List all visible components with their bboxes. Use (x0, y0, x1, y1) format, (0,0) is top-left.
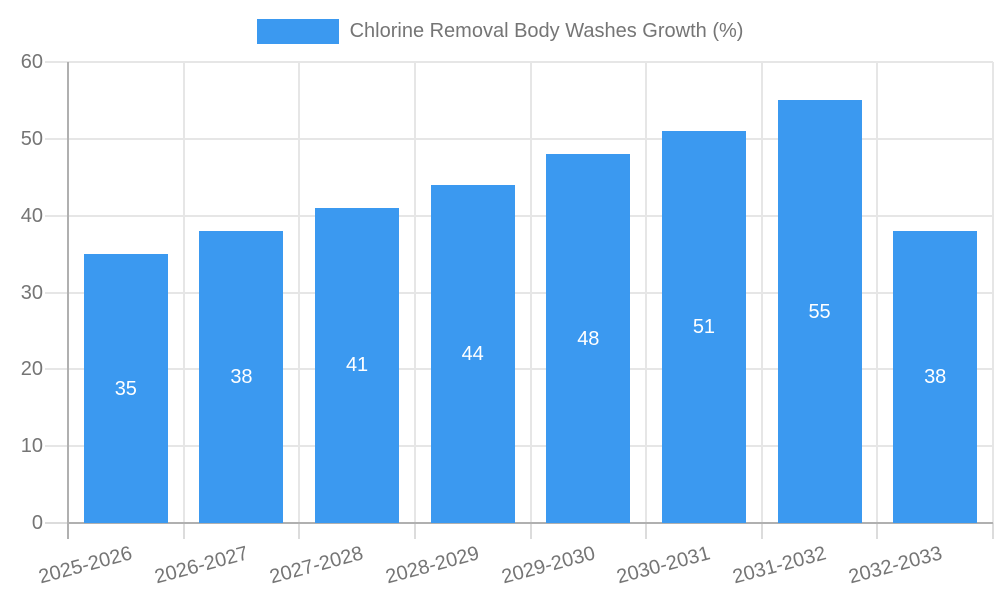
legend-label: Chlorine Removal Body Washes Growth (%) (349, 19, 744, 42)
y-axis-label: 0 (31, 512, 43, 534)
x-axis-label: 2025-2026 (36, 542, 135, 589)
gridline-vertical (645, 62, 648, 523)
y-axis-label: 50 (20, 127, 43, 150)
bar-value-label: 48 (577, 327, 600, 350)
gridline-horizontal (45, 61, 993, 63)
y-axis-label: 10 (20, 435, 43, 458)
y-axis-line (67, 62, 69, 539)
bar-2029-2030[interactable] (546, 154, 631, 523)
gridline-vertical (182, 62, 185, 523)
gridline-vertical (992, 62, 994, 523)
bar-value-label: 51 (692, 316, 716, 339)
gridline-horizontal (45, 214, 993, 217)
gridline-vertical (413, 62, 416, 523)
y-axis-tick (45, 522, 68, 524)
gridline-vertical (760, 62, 763, 523)
legend-swatch-icon (256, 18, 339, 44)
bar-value-label: 41 (345, 354, 369, 377)
x-axis-line (67, 522, 993, 524)
y-axis-label: 60 (20, 51, 43, 73)
bar-value-label: 44 (461, 342, 484, 365)
x-axis-tick (298, 523, 301, 539)
bar-2031-2032[interactable] (777, 100, 862, 523)
bar-2030-2031[interactable] (661, 131, 746, 523)
x-axis-label: 2026-2027 (152, 542, 251, 589)
x-axis-tick (760, 523, 763, 539)
bar-2032-2033[interactable] (893, 231, 978, 523)
bar-value-label: 38 (924, 366, 947, 389)
y-axis-label: 40 (20, 204, 43, 227)
bar-2028-2029[interactable] (430, 184, 515, 523)
gridline-horizontal (45, 368, 993, 371)
bar-value-label: 35 (114, 377, 137, 400)
bar-2026-2027[interactable] (199, 231, 284, 523)
x-axis-label: 2029-2030 (499, 542, 598, 589)
x-axis-tick (182, 523, 185, 539)
gridline-horizontal (45, 291, 993, 294)
gridline-vertical (876, 62, 879, 523)
x-axis-label: 2031-2032 (730, 542, 829, 589)
y-axis-label: 20 (20, 358, 43, 381)
gridline-horizontal (45, 137, 993, 140)
x-axis-tick (992, 523, 994, 539)
x-axis-tick (529, 523, 532, 539)
x-axis-label: 2030-2031 (614, 542, 713, 589)
bar-2027-2028[interactable] (315, 207, 400, 523)
x-axis-label: 2028-2029 (383, 542, 482, 589)
bar-value-label: 55 (808, 300, 831, 323)
bar-2025-2026[interactable] (83, 254, 168, 523)
x-axis-tick (413, 523, 416, 539)
gridline-vertical (298, 62, 301, 523)
y-axis-label: 30 (20, 281, 43, 304)
legend[interactable]: Chlorine Removal Body Washes Growth (%) (0, 14, 1000, 48)
x-axis-tick (645, 523, 648, 539)
x-axis-tick (876, 523, 879, 539)
gridline-vertical (529, 62, 532, 523)
gridline-horizontal (45, 445, 993, 448)
x-axis-label: 2027-2028 (267, 542, 366, 589)
bar-value-label: 38 (230, 366, 253, 389)
x-axis-label: 2032-2033 (845, 542, 945, 589)
